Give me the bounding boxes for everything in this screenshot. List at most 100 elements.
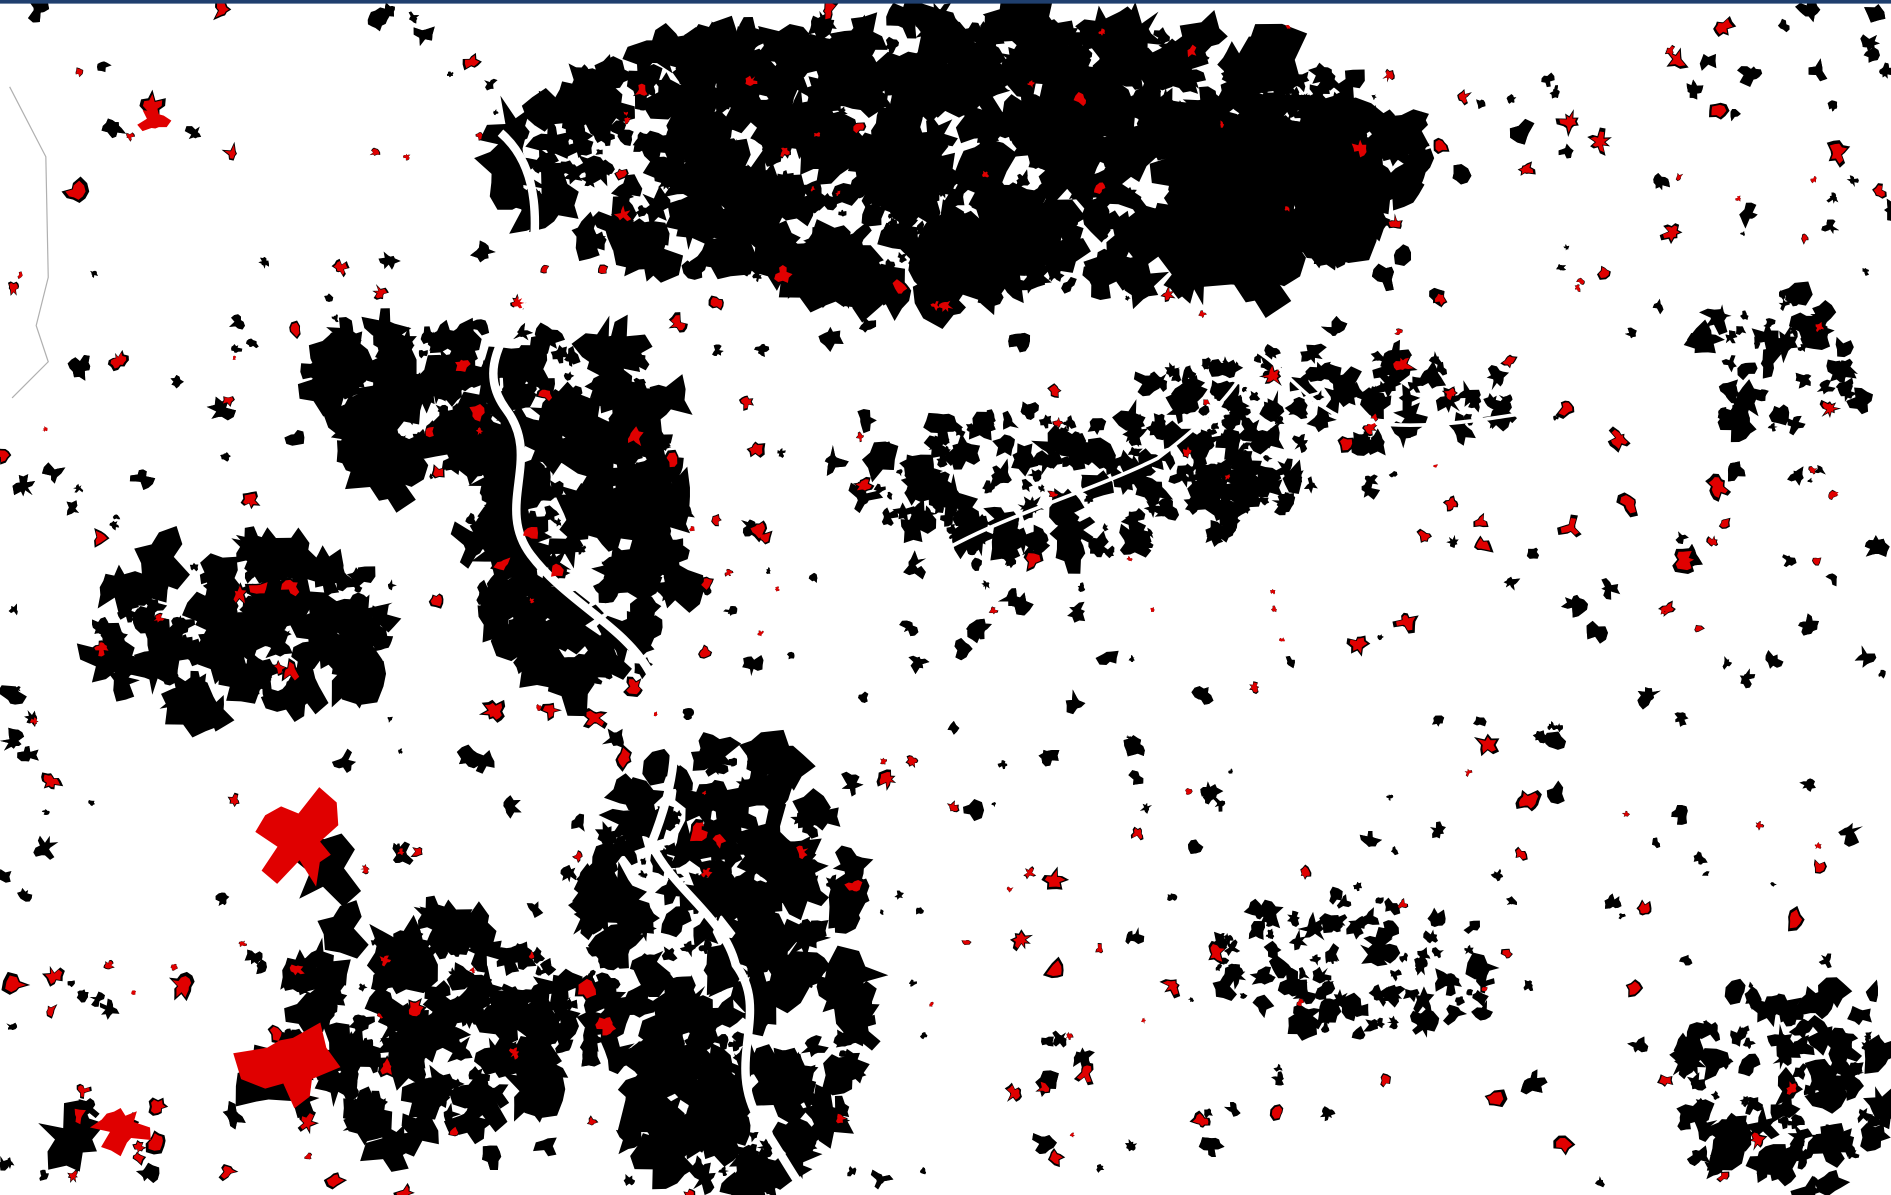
urban-patch [563,164,585,185]
change-patch [396,1185,413,1195]
urban-patch [770,856,830,921]
urban-patch [631,441,682,495]
urban-patch [1277,218,1299,237]
urban-patch [1300,92,1308,101]
urban-patch [1436,361,1448,376]
change-patch [476,427,484,436]
change-patch [255,787,339,887]
urban-patch [904,455,943,485]
urban-patch [908,979,917,987]
urban-patch [594,821,620,846]
urban-patch [997,57,1024,87]
urban-patch [1736,66,1763,87]
change-patch [89,1108,151,1157]
urban-patch [432,914,460,934]
urban-patch [1745,1096,1763,1116]
urban-patch [1812,300,1837,326]
change-patch [542,704,560,719]
urban-patch [600,1036,635,1075]
urban-patch [924,470,943,494]
change-patch [879,771,895,788]
urban-patch [1864,1031,1872,1042]
urban-patch [1787,1122,1814,1148]
change-patch [948,801,959,812]
urban-patch [645,522,670,545]
urban-patch [651,458,676,476]
urban-patch [1104,545,1115,559]
urban-patch [1586,620,1608,644]
urban-patch [1319,913,1340,934]
urban-patch [795,762,802,769]
urban-patch [625,777,669,832]
change-patch [1351,139,1367,158]
urban-patch [708,940,750,998]
change-patch [1477,736,1497,754]
urban-patch [1020,401,1039,420]
urban-patch [99,998,120,1020]
urban-patch [1288,396,1309,417]
urban-patch [450,521,505,569]
urban-patch [715,79,748,117]
urban-patch [665,87,675,94]
urban-patch [136,1162,160,1184]
urban-patch [1463,920,1480,935]
urban-patch [260,625,292,649]
urban-patch [726,798,760,830]
change-patch [1024,867,1035,879]
urban-patch [1362,395,1381,419]
urban-patch [1292,104,1315,126]
urban-patch [1739,1095,1748,1105]
urban-patch [1778,299,1790,312]
change-patch [1832,491,1839,497]
change-patch [635,83,648,96]
urban-patch [1391,126,1430,165]
urban-patch [658,1154,684,1177]
urban-patch [342,1086,381,1131]
change-patch [17,271,23,279]
urban-patch [1768,404,1790,426]
urban-patch [1375,897,1384,904]
urban-patch [1498,394,1513,404]
urban-patch [1770,882,1777,887]
change-patch [1224,474,1231,480]
change-patch [43,774,61,788]
urban-patch [502,1005,565,1046]
urban-patch [753,119,775,147]
urban-patch [1255,92,1288,121]
urban-patch [1765,325,1798,364]
change-patch [1073,92,1086,107]
urban-patch [331,748,357,773]
change-patch [248,582,268,594]
urban-patch [434,348,463,376]
urban-patch [497,592,507,602]
change-patch [224,144,236,159]
urban-patch [723,605,738,616]
change-patch [689,526,695,532]
urban-patch [223,601,239,618]
urban-patch [1728,1121,1752,1153]
urban-patch [833,285,850,301]
urban-patch [892,502,915,523]
urban-patch [1742,1037,1756,1050]
urban-patch [544,505,560,524]
urban-patch [313,566,344,598]
urban-patch [919,1032,928,1040]
urban-patch [1324,1014,1332,1024]
urban-patch [1329,886,1343,905]
urban-patch [997,760,1008,770]
urban-patch [1136,88,1190,140]
urban-patch [1195,489,1235,522]
urban-patch [1476,99,1486,110]
urban-patch [628,346,650,371]
urban-patch [1320,70,1340,91]
urban-patch [483,1084,510,1109]
change-patch [1182,446,1192,458]
change-patch [701,578,713,590]
change-patch [289,964,305,976]
urban-patch [859,317,877,333]
urban-patch [1260,899,1284,929]
urban-patch [1788,312,1819,347]
urban-patch [418,1064,465,1103]
urban-patch [1318,222,1337,242]
urban-patch [863,61,894,90]
